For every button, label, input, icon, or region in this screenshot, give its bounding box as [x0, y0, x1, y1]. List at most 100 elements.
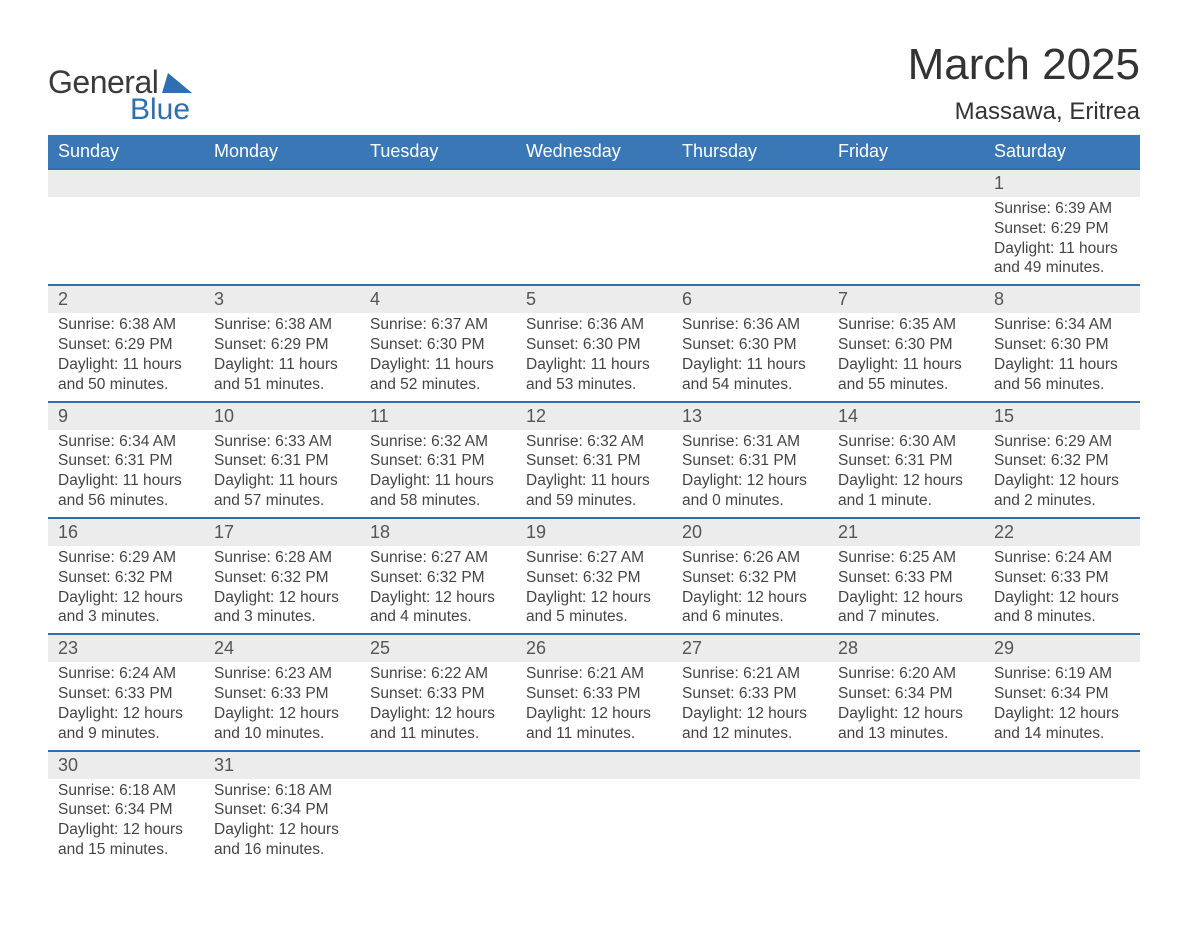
- day-details: Sunrise: 6:35 AMSunset: 6:30 PMDaylight:…: [828, 313, 984, 400]
- day-details-cell: [984, 779, 1140, 866]
- daynum-row: 2345678: [48, 285, 1140, 313]
- details-row: Sunrise: 6:39 AMSunset: 6:29 PMDaylight:…: [48, 197, 1140, 285]
- day-number: 20: [672, 519, 828, 546]
- detail-line-ss: Sunset: 6:34 PM: [214, 800, 350, 820]
- day-number: 18: [360, 519, 516, 546]
- day-details-cell: Sunrise: 6:38 AMSunset: 6:29 PMDaylight:…: [204, 313, 360, 401]
- day-details-cell: Sunrise: 6:18 AMSunset: 6:34 PMDaylight:…: [204, 779, 360, 866]
- day-cell: 25: [360, 634, 516, 662]
- day-cell: 21: [828, 518, 984, 546]
- day-details-cell: [204, 197, 360, 285]
- day-number: 31: [204, 752, 360, 779]
- day-details: Sunrise: 6:26 AMSunset: 6:32 PMDaylight:…: [672, 546, 828, 633]
- detail-line-d2: and 1 minute.: [838, 491, 974, 511]
- day-details-cell: Sunrise: 6:22 AMSunset: 6:33 PMDaylight:…: [360, 662, 516, 750]
- day-cell: [360, 751, 516, 779]
- day-details-cell: Sunrise: 6:27 AMSunset: 6:32 PMDaylight:…: [516, 546, 672, 634]
- day-details-cell: Sunrise: 6:36 AMSunset: 6:30 PMDaylight:…: [672, 313, 828, 401]
- detail-line-d1: Daylight: 12 hours: [58, 588, 194, 608]
- day-details-cell: Sunrise: 6:35 AMSunset: 6:30 PMDaylight:…: [828, 313, 984, 401]
- detail-line-ss: Sunset: 6:32 PM: [526, 568, 662, 588]
- detail-line-sr: Sunrise: 6:21 AM: [682, 664, 818, 684]
- detail-line-d2: and 15 minutes.: [58, 840, 194, 860]
- day-cell: 3: [204, 285, 360, 313]
- detail-line-ss: Sunset: 6:29 PM: [994, 219, 1130, 239]
- details-row: Sunrise: 6:24 AMSunset: 6:33 PMDaylight:…: [48, 662, 1140, 750]
- detail-line-ss: Sunset: 6:33 PM: [682, 684, 818, 704]
- day-cell: 9: [48, 402, 204, 430]
- detail-line-d1: Daylight: 12 hours: [838, 471, 974, 491]
- detail-line-sr: Sunrise: 6:19 AM: [994, 664, 1130, 684]
- day-details: Sunrise: 6:25 AMSunset: 6:33 PMDaylight:…: [828, 546, 984, 633]
- detail-line-sr: Sunrise: 6:38 AM: [58, 315, 194, 335]
- day-details: Sunrise: 6:18 AMSunset: 6:34 PMDaylight:…: [48, 779, 204, 866]
- detail-line-d2: and 14 minutes.: [994, 724, 1130, 744]
- day-details-cell: [516, 779, 672, 866]
- weekday-header: Tuesday: [360, 135, 516, 169]
- detail-line-d1: Daylight: 12 hours: [838, 588, 974, 608]
- detail-line-ss: Sunset: 6:32 PM: [214, 568, 350, 588]
- day-details-cell: Sunrise: 6:32 AMSunset: 6:31 PMDaylight:…: [516, 430, 672, 518]
- location: Massawa, Eritrea: [908, 98, 1140, 126]
- day-number: 11: [360, 403, 516, 430]
- detail-line-ss: Sunset: 6:31 PM: [526, 451, 662, 471]
- daynum-row: 3031: [48, 751, 1140, 779]
- day-cell: 26: [516, 634, 672, 662]
- detail-line-d2: and 5 minutes.: [526, 607, 662, 627]
- day-details-cell: Sunrise: 6:27 AMSunset: 6:32 PMDaylight:…: [360, 546, 516, 634]
- day-details: Sunrise: 6:21 AMSunset: 6:33 PMDaylight:…: [516, 662, 672, 749]
- day-details: Sunrise: 6:29 AMSunset: 6:32 PMDaylight:…: [984, 430, 1140, 517]
- day-details-cell: Sunrise: 6:26 AMSunset: 6:32 PMDaylight:…: [672, 546, 828, 634]
- detail-line-ss: Sunset: 6:31 PM: [838, 451, 974, 471]
- weekday-header-row: Sunday Monday Tuesday Wednesday Thursday…: [48, 135, 1140, 169]
- detail-line-ss: Sunset: 6:33 PM: [214, 684, 350, 704]
- detail-line-d2: and 12 minutes.: [682, 724, 818, 744]
- detail-line-d1: Daylight: 11 hours: [370, 471, 506, 491]
- day-cell: 24: [204, 634, 360, 662]
- detail-line-d1: Daylight: 11 hours: [682, 355, 818, 375]
- day-number: 2: [48, 286, 204, 313]
- detail-line-d2: and 7 minutes.: [838, 607, 974, 627]
- day-details-cell: Sunrise: 6:23 AMSunset: 6:33 PMDaylight:…: [204, 662, 360, 750]
- day-number: 24: [204, 635, 360, 662]
- day-cell: [48, 169, 204, 197]
- detail-line-sr: Sunrise: 6:33 AM: [214, 432, 350, 452]
- weekday-header: Wednesday: [516, 135, 672, 169]
- day-number: 29: [984, 635, 1140, 662]
- detail-line-d1: Daylight: 12 hours: [214, 588, 350, 608]
- detail-line-sr: Sunrise: 6:39 AM: [994, 199, 1130, 219]
- weekday-header: Monday: [204, 135, 360, 169]
- detail-line-ss: Sunset: 6:32 PM: [58, 568, 194, 588]
- detail-line-d2: and 6 minutes.: [682, 607, 818, 627]
- day-details-cell: Sunrise: 6:32 AMSunset: 6:31 PMDaylight:…: [360, 430, 516, 518]
- day-details: Sunrise: 6:21 AMSunset: 6:33 PMDaylight:…: [672, 662, 828, 749]
- day-cell: 15: [984, 402, 1140, 430]
- day-details: Sunrise: 6:30 AMSunset: 6:31 PMDaylight:…: [828, 430, 984, 517]
- detail-line-d2: and 11 minutes.: [526, 724, 662, 744]
- day-details-cell: [672, 197, 828, 285]
- detail-line-sr: Sunrise: 6:37 AM: [370, 315, 506, 335]
- detail-line-d2: and 11 minutes.: [370, 724, 506, 744]
- details-row: Sunrise: 6:38 AMSunset: 6:29 PMDaylight:…: [48, 313, 1140, 401]
- detail-line-d2: and 50 minutes.: [58, 375, 194, 395]
- day-number: 22: [984, 519, 1140, 546]
- detail-line-sr: Sunrise: 6:29 AM: [994, 432, 1130, 452]
- daynum-row: 23242526272829: [48, 634, 1140, 662]
- detail-line-ss: Sunset: 6:33 PM: [370, 684, 506, 704]
- detail-line-ss: Sunset: 6:30 PM: [526, 335, 662, 355]
- detail-line-sr: Sunrise: 6:27 AM: [370, 548, 506, 568]
- day-details-cell: Sunrise: 6:29 AMSunset: 6:32 PMDaylight:…: [984, 430, 1140, 518]
- detail-line-ss: Sunset: 6:33 PM: [58, 684, 194, 704]
- detail-line-d1: Daylight: 12 hours: [682, 588, 818, 608]
- detail-line-d2: and 57 minutes.: [214, 491, 350, 511]
- day-details: Sunrise: 6:34 AMSunset: 6:31 PMDaylight:…: [48, 430, 204, 517]
- daynum-row: 1: [48, 169, 1140, 197]
- day-number: 5: [516, 286, 672, 313]
- detail-line-sr: Sunrise: 6:30 AM: [838, 432, 974, 452]
- day-cell: [828, 169, 984, 197]
- detail-line-d1: Daylight: 11 hours: [526, 471, 662, 491]
- day-details: Sunrise: 6:20 AMSunset: 6:34 PMDaylight:…: [828, 662, 984, 749]
- detail-line-d2: and 16 minutes.: [214, 840, 350, 860]
- day-cell: 17: [204, 518, 360, 546]
- day-cell: [516, 169, 672, 197]
